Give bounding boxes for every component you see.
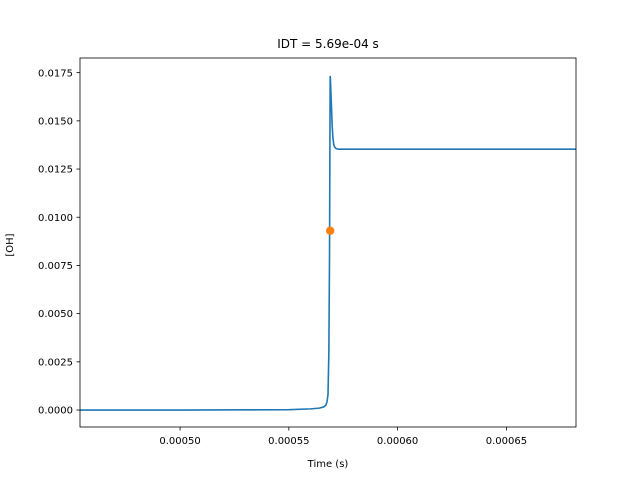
- x-axis-label: Time (s): [307, 459, 349, 470]
- x-axis-ticks: 0.00050 0.00055 0.00060 0.00065: [159, 427, 527, 447]
- plot-area: [79, 57, 577, 428]
- y-tick-label: 0.0000: [38, 406, 73, 417]
- y-tick-label: 0.0125: [38, 165, 73, 176]
- y-tick-label: 0.0150: [38, 116, 73, 127]
- ignition-marker-0: [325, 226, 335, 235]
- x-tick-label: 0.00055: [268, 436, 309, 447]
- y-tick-label: 0.0025: [38, 357, 73, 368]
- y-tick-label: 0.0100: [38, 213, 73, 224]
- y-tick-label: 0.0075: [38, 261, 73, 272]
- y-tick-label: 0.0175: [38, 68, 73, 79]
- y-axis-ticks: 0.0000 0.0025 0.0050 0.0075 0.0100 0.0125 0.01…: [38, 68, 80, 417]
- x-tick-label: 0.00050: [159, 436, 200, 447]
- series-line-0: [80, 75, 576, 411]
- axes-frame: [79, 57, 577, 428]
- chart-title: IDT = 5.69e-04 s: [277, 37, 379, 51]
- x-tick-label: 0.00060: [377, 436, 418, 447]
- x-tick-label: 0.00065: [486, 436, 527, 447]
- y-axis-label: [OH]: [5, 233, 16, 256]
- y-tick-label: 0.0050: [38, 309, 73, 320]
